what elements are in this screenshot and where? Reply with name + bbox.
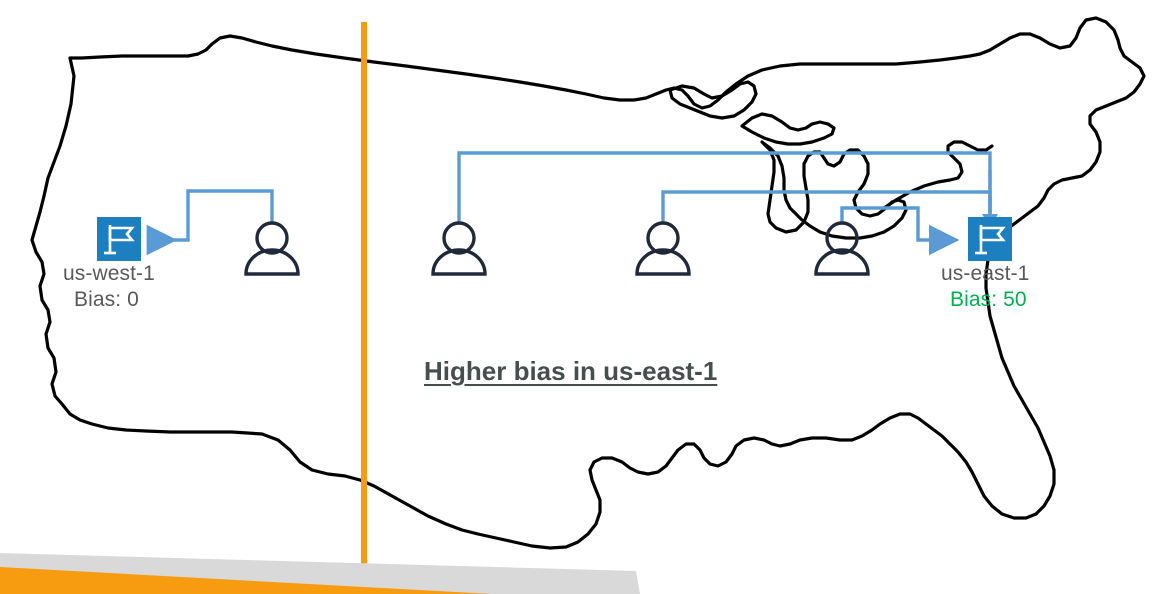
flag-icon bbox=[975, 225, 1006, 255]
slide-caption: Higher bias in us-east-1 bbox=[424, 356, 718, 386]
person-icon-user-east-3[interactable] bbox=[814, 221, 870, 276]
us-east-1-bias-label: Bias: 50 bbox=[950, 288, 1027, 311]
us-east-1-region-label: us-east-1 bbox=[941, 262, 1030, 285]
us-west-1-bias-label: Bias: 0 bbox=[74, 288, 139, 311]
region-us-west-1-icon-group[interactable] bbox=[97, 217, 141, 261]
person-icon-user-east-2[interactable] bbox=[635, 221, 691, 276]
footer-orange-wedge bbox=[0, 567, 492, 594]
region-us-east-1-icon-group[interactable] bbox=[968, 217, 1012, 261]
us-west-1-region-label: us-west-1 bbox=[63, 262, 155, 285]
map-mainland-path bbox=[30, 16, 1146, 550]
connector-user-east-3-to-us-east-1 bbox=[840, 206, 960, 256]
person-icon-user-west-1[interactable] bbox=[244, 221, 300, 276]
person-icon-user-east-1[interactable] bbox=[431, 221, 487, 276]
flag-icon bbox=[104, 225, 135, 255]
great-lakes-paths bbox=[668, 80, 994, 240]
connector-user-west-1-to-us-west-1 bbox=[146, 189, 274, 256]
